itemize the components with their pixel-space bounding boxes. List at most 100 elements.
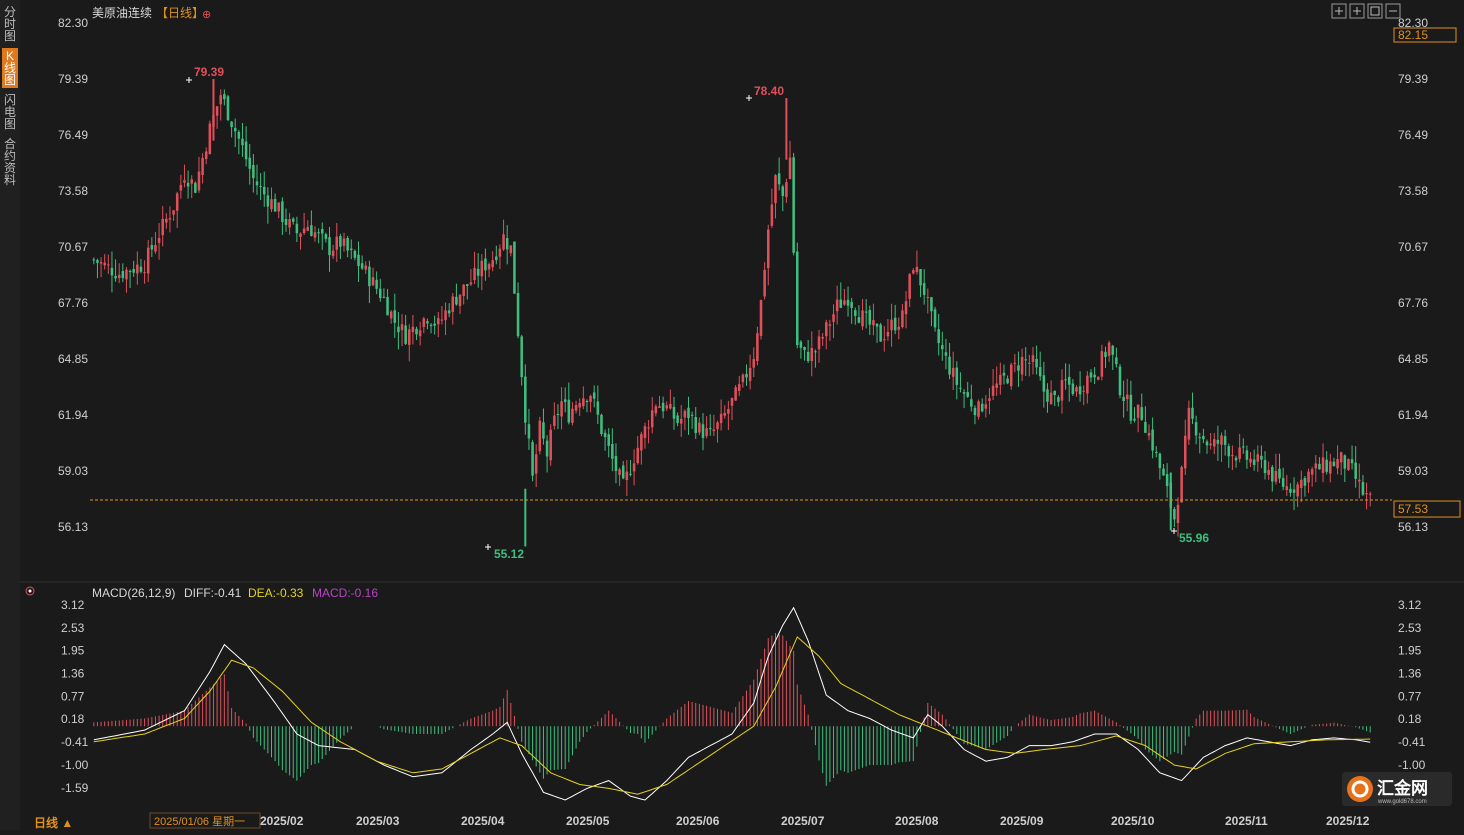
candle-body[interactable]	[948, 356, 951, 375]
candle-body[interactable]	[1173, 508, 1176, 520]
candle-body[interactable]	[926, 296, 930, 298]
candle-body[interactable]	[625, 471, 629, 481]
candle-body[interactable]	[219, 95, 222, 105]
candle-body[interactable]	[1242, 446, 1245, 448]
candle-body[interactable]	[415, 328, 418, 335]
candle-body[interactable]	[868, 310, 872, 325]
candle-body[interactable]	[1223, 436, 1227, 445]
candle-body[interactable]	[607, 434, 610, 446]
candle-body[interactable]	[553, 415, 556, 426]
candle-body[interactable]	[397, 326, 400, 333]
candle-body[interactable]	[654, 406, 658, 414]
candle-body[interactable]	[440, 319, 444, 321]
candle-body[interactable]	[281, 201, 284, 223]
candle-body[interactable]	[1002, 372, 1006, 376]
candle-body[interactable]	[694, 417, 698, 434]
candle-body[interactable]	[1125, 394, 1129, 400]
candle-body[interactable]	[266, 195, 270, 207]
candle-body[interactable]	[273, 198, 277, 212]
candle-body[interactable]	[861, 310, 864, 327]
candle-body[interactable]	[1303, 478, 1307, 486]
chart-svg[interactable]: 美原油连续 【日线】 ⊕ 82.30 79.39 76.49 73.58 70.67 67…	[20, 0, 1464, 830]
candle-body[interactable]	[1263, 460, 1267, 474]
candle-body[interactable]	[890, 319, 893, 331]
candle-body[interactable]	[1009, 364, 1013, 387]
candle-body[interactable]	[252, 164, 255, 179]
candle-body[interactable]	[658, 406, 661, 408]
candle-body[interactable]	[973, 407, 977, 416]
candle-body[interactable]	[636, 447, 639, 464]
candle-body[interactable]	[679, 418, 683, 424]
candle-body[interactable]	[752, 359, 756, 368]
candle-body[interactable]	[237, 131, 241, 139]
candle-body[interactable]	[208, 123, 212, 155]
candle-body[interactable]	[1368, 493, 1372, 495]
candle-body[interactable]	[843, 300, 846, 305]
candle-body[interactable]	[912, 270, 915, 274]
candle-body[interactable]	[154, 244, 157, 252]
candle-body[interactable]	[621, 465, 625, 479]
candle-body[interactable]	[1278, 468, 1281, 479]
candle-body[interactable]	[505, 238, 509, 250]
candle-body[interactable]	[233, 127, 237, 132]
candle-body[interactable]	[730, 398, 734, 406]
candle-body[interactable]	[204, 151, 208, 160]
candle-body[interactable]	[966, 392, 969, 397]
candle-body[interactable]	[1031, 355, 1035, 362]
candle-body[interactable]	[1249, 458, 1252, 463]
candle-body[interactable]	[672, 406, 676, 419]
candle-body[interactable]	[197, 171, 201, 191]
candle-body[interactable]	[1089, 372, 1093, 378]
candle-body[interactable]	[803, 346, 806, 351]
candle-body[interactable]	[611, 444, 614, 459]
candle-body[interactable]	[389, 311, 393, 319]
candle-body[interactable]	[404, 325, 407, 344]
candle-body[interactable]	[828, 324, 832, 326]
candle-body[interactable]	[766, 229, 770, 269]
zoom-out-icon[interactable]	[1385, 3, 1401, 19]
candle-body[interactable]	[951, 367, 955, 377]
candle-body[interactable]	[1354, 462, 1357, 479]
candle-body[interactable]	[1006, 378, 1009, 384]
candle-body[interactable]	[763, 269, 766, 297]
candle-body[interactable]	[520, 336, 523, 378]
candle-body[interactable]	[306, 226, 310, 231]
candle-body[interactable]	[1260, 455, 1263, 460]
candle-body[interactable]	[886, 331, 890, 337]
candle-body[interactable]	[353, 250, 357, 258]
candle-body[interactable]	[1365, 493, 1368, 495]
candle-body[interactable]	[1267, 469, 1270, 475]
candle-body[interactable]	[1071, 383, 1075, 395]
candle-body[interactable]	[1183, 435, 1187, 469]
candle-body[interactable]	[756, 333, 759, 361]
candle-body[interactable]	[498, 248, 502, 257]
candle-body[interactable]	[589, 395, 592, 402]
candle-body[interactable]	[411, 326, 415, 333]
candle-body[interactable]	[491, 260, 494, 268]
candle-body[interactable]	[857, 317, 861, 323]
candle-body[interactable]	[984, 404, 988, 409]
candle-body[interactable]	[339, 236, 342, 247]
candle-body[interactable]	[502, 234, 505, 250]
candle-body[interactable]	[487, 264, 491, 270]
candle-body[interactable]	[1256, 454, 1260, 462]
candle-body[interactable]	[299, 233, 302, 237]
candle-body[interactable]	[883, 339, 886, 341]
candle-body[interactable]	[418, 330, 422, 337]
candle-body[interactable]	[705, 428, 708, 437]
candle-body[interactable]	[466, 284, 469, 286]
candle-body[interactable]	[647, 427, 650, 429]
candle-body[interactable]	[157, 237, 161, 243]
fit-icon[interactable]	[1367, 3, 1383, 19]
candle-body[interactable]	[839, 299, 843, 308]
candle-body[interactable]	[1053, 390, 1056, 395]
candle-body[interactable]	[879, 324, 882, 342]
candle-body[interactable]	[734, 387, 737, 401]
candle-body[interactable]	[1289, 488, 1292, 493]
candle-body[interactable]	[1361, 482, 1365, 495]
candle-body[interactable]	[1336, 459, 1339, 469]
candle-body[interactable]	[433, 323, 436, 326]
candle-body[interactable]	[139, 266, 143, 272]
candle-body[interactable]	[854, 310, 857, 316]
candle-body[interactable]	[284, 218, 288, 225]
